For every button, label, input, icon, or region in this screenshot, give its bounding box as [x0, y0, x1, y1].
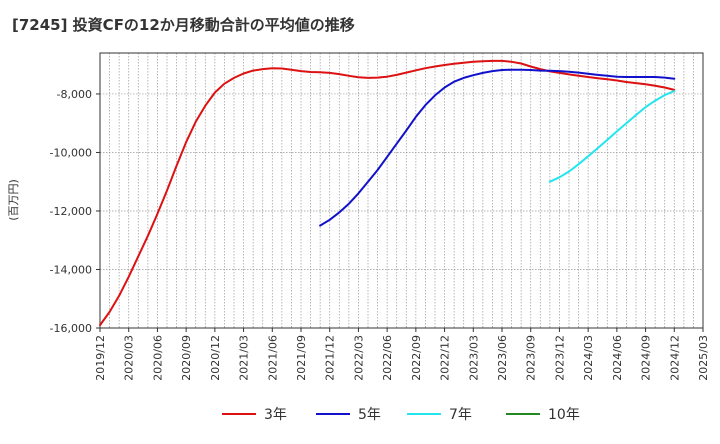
legend: 3年 5年 7年 10年 [222, 407, 580, 423]
legend-label: 3年 [264, 407, 287, 423]
x-tick-label: 2019/12 [94, 335, 107, 381]
y-tick-label: -10,000 [50, 146, 92, 159]
x-tick-label: 2023/03 [467, 335, 480, 381]
legend-label: 10年 [548, 407, 580, 423]
series-lines [99, 59, 676, 327]
x-tick-label: 2022/09 [410, 335, 423, 381]
x-tick-label: 2020/12 [209, 335, 222, 381]
x-tick-label: 2021/12 [324, 335, 337, 381]
x-tick-label: 2024/06 [611, 335, 624, 381]
y-tick-label: -12,000 [50, 205, 92, 218]
grid [100, 53, 703, 329]
x-tick-label: 2022/06 [381, 335, 394, 381]
x-tick-label: 2020/06 [151, 335, 164, 381]
x-tick-label: 2024/03 [582, 335, 595, 381]
series-line [99, 59, 676, 327]
x-tick-label: 2023/09 [525, 335, 538, 381]
plot-area [100, 53, 703, 328]
plot-border [99, 52, 704, 329]
x-tick-label: 2025/03 [697, 335, 710, 381]
x-tick-label: 2021/09 [295, 335, 308, 381]
chart-title: [7245] 投資CFの12か月移動合計の平均値の推移 [12, 16, 355, 34]
legend-label: 7年 [449, 407, 472, 423]
y-tick-label: -16,000 [50, 322, 92, 335]
series-line [548, 90, 676, 183]
series-line [319, 68, 676, 227]
legend-label: 5年 [358, 407, 381, 423]
y-tick-label: -14,000 [50, 263, 92, 276]
x-tick-label: 2021/06 [266, 335, 279, 381]
y-tick-label: -8,000 [57, 88, 92, 101]
x-tick-label: 2023/06 [496, 335, 509, 381]
x-tick-label: 2021/03 [238, 335, 251, 381]
x-tick-label: 2022/12 [439, 335, 452, 381]
x-tick-label: 2023/12 [553, 335, 566, 381]
x-tick-label: 2024/12 [668, 335, 681, 381]
x-tick-label: 2020/03 [123, 335, 136, 381]
y-axis-label: (百万円) [7, 179, 20, 221]
x-tick-label: 2024/09 [640, 335, 653, 381]
axes: -16,000 -14,000 -12,000 -10,000 -8,000 2019/1… [50, 52, 710, 381]
x-tick-label: 2022/03 [352, 335, 365, 381]
x-tick-label: 2020/09 [180, 335, 193, 381]
